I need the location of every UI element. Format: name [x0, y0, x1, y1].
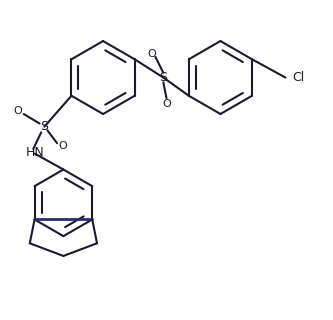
Text: O: O [162, 99, 171, 109]
Text: O: O [14, 106, 22, 116]
Text: S: S [40, 120, 48, 133]
Text: HN: HN [25, 146, 44, 159]
Text: O: O [147, 49, 156, 60]
Text: S: S [159, 71, 167, 84]
Text: Cl: Cl [292, 71, 304, 84]
Text: O: O [58, 141, 67, 151]
